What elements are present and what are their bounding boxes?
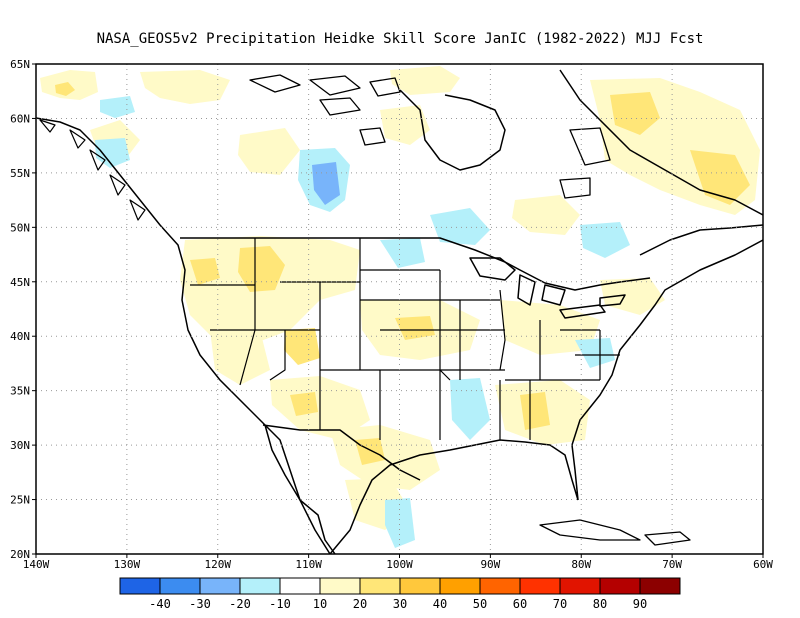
- lon-tick-label: 120W: [205, 558, 232, 571]
- shade-upper-midwest-neg: [380, 238, 425, 268]
- colorbar-swatch: [479, 577, 521, 595]
- lon-tick-label: 110W: [295, 558, 322, 571]
- shade-canada-neg-core: [312, 162, 340, 205]
- colorbar-swatch: [159, 577, 201, 595]
- colorbar-swatch: [399, 577, 441, 595]
- lon-tick-label: 90W: [480, 558, 500, 571]
- alaska-panhandle-islands: [39, 119, 146, 221]
- longitude-tick-labels: 140W 130W 120W 110W 100W 90W 80W 70W 60W: [23, 554, 773, 571]
- latitude-tick-labels: 20N 25N 30N 35N 40N 45N 50N 55N 60N 65N: [10, 58, 36, 561]
- colorbar-swatch: [639, 577, 681, 595]
- shade-alaska-core: [55, 82, 75, 96]
- coastline-labrador: [559, 69, 763, 216]
- shade-utah-core: [284, 328, 320, 365]
- colorbar-label: 10: [313, 597, 327, 611]
- lon-tick-label: 130W: [114, 558, 141, 571]
- lon-tick-label: 80W: [571, 558, 591, 571]
- shade-oregon-core: [190, 258, 220, 285]
- coastline-baja: [264, 424, 336, 554]
- shade-ne-canada-core: [610, 92, 660, 135]
- lat-tick-label: 50N: [10, 221, 30, 234]
- colorbar-swatch: [439, 577, 481, 595]
- colorbar-label: -20: [229, 597, 251, 611]
- shade-kansas-core: [395, 316, 435, 340]
- skill-field-shading: [40, 66, 760, 548]
- colorbar-swatch: [319, 577, 361, 595]
- mexico-us-border: [262, 424, 421, 481]
- shade-nevada: [210, 330, 270, 385]
- lat-tick-label: 25N: [10, 494, 30, 507]
- colorbar-label: 40: [433, 597, 447, 611]
- lat-tick-label: 65N: [10, 58, 30, 71]
- lon-tick-label: 70W: [662, 558, 682, 571]
- shade-prairie-north: [238, 128, 300, 175]
- coastline-pacific: [36, 117, 331, 554]
- colorbar-swatch: [359, 577, 401, 595]
- shade-nw-us: [180, 236, 360, 345]
- arctic-islands: [249, 74, 611, 199]
- shade-bc-neg: [95, 138, 130, 168]
- caribbean-islands: [539, 519, 691, 546]
- shade-quebec-south: [512, 195, 580, 235]
- coastline-gulf-of-mexico: [329, 439, 579, 554]
- colorbar-swatch: [119, 577, 161, 595]
- colorbar-swatch: [599, 577, 641, 595]
- shade-idaho-core: [238, 246, 285, 292]
- shade-quebec-neg: [580, 222, 630, 258]
- colorbar-labels: -40 -30 -20 -10 10 20 30 40 50 60 70 80 90: [149, 597, 647, 611]
- canada-us-border: [180, 237, 651, 291]
- lat-tick-label: 60N: [10, 112, 30, 125]
- colorbar-swatch: [559, 577, 601, 595]
- colorbar-swatch: [519, 577, 561, 595]
- colorbar-swatch: [239, 577, 281, 595]
- colorbar-label: 20: [353, 597, 367, 611]
- shade-baja-neg: [385, 498, 415, 548]
- colorbar-label: -30: [189, 597, 211, 611]
- figure-title: NASA_GEOS5v2 Precipitation Heidke Skill …: [97, 31, 704, 47]
- shade-midwest: [500, 300, 600, 355]
- gridlines: [36, 64, 763, 554]
- shade-ontario-neg: [430, 208, 490, 245]
- lon-tick-label: 140W: [23, 558, 50, 571]
- colorbar-label: 30: [393, 597, 407, 611]
- coastline-hudson-bay: [399, 89, 506, 171]
- shade-virginia-neg: [575, 338, 615, 368]
- colorbar-label: -10: [269, 597, 291, 611]
- lat-tick-label: 30N: [10, 439, 30, 452]
- shade-yukon: [140, 70, 230, 104]
- colorbar-label: 70: [553, 597, 567, 611]
- great-lakes: [469, 257, 626, 319]
- colorbar-label: 50: [473, 597, 487, 611]
- shade-mississippi-neg: [450, 378, 490, 440]
- lat-tick-label: 35N: [10, 385, 30, 398]
- shade-texas-core: [355, 438, 385, 465]
- colorbar-label: 90: [633, 597, 647, 611]
- colorbar-swatch: [279, 577, 321, 595]
- colorbar-label: 80: [593, 597, 607, 611]
- lat-tick-label: 20N: [10, 548, 30, 561]
- colorbar-swatch: [199, 577, 241, 595]
- colorbar-label: -40: [149, 597, 171, 611]
- shade-baffin-north: [390, 66, 460, 95]
- shade-great-lakes: [600, 278, 665, 315]
- lat-tick-label: 40N: [10, 330, 30, 343]
- colorbar: [119, 577, 681, 595]
- shade-gulf-core: [520, 392, 550, 430]
- lon-tick-label: 60W: [753, 558, 773, 571]
- lat-tick-label: 55N: [10, 167, 30, 180]
- lon-tick-label: 100W: [386, 558, 413, 571]
- shade-alaska-neg: [100, 96, 135, 118]
- shade-arizona-core: [290, 392, 318, 416]
- shade-hudson-west: [380, 105, 430, 145]
- lat-tick-label: 45N: [10, 276, 30, 289]
- colorbar-label: 60: [513, 597, 527, 611]
